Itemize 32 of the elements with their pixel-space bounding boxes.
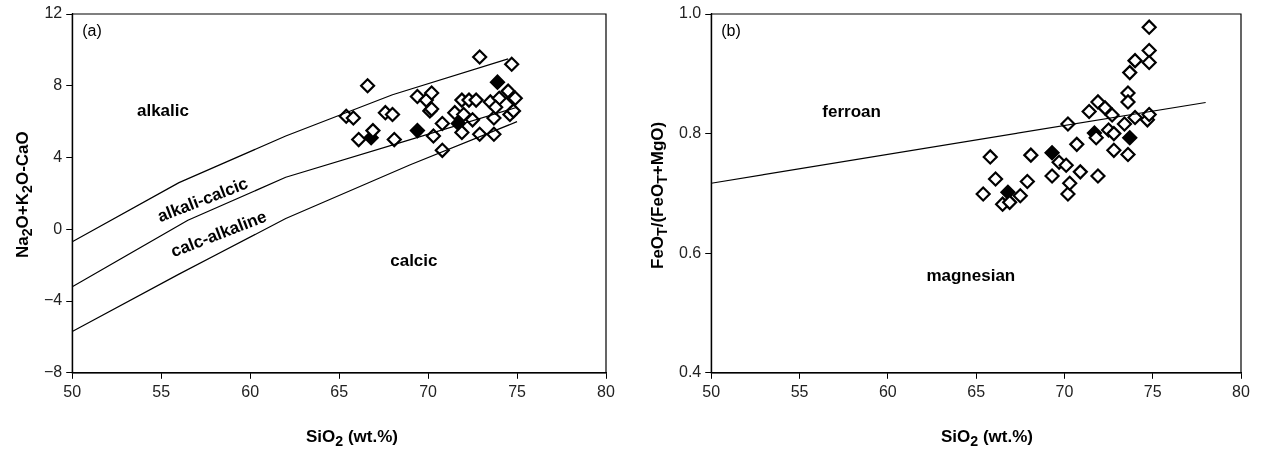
x-tick-label: 50	[63, 382, 82, 400]
x-tick-label: 80	[1232, 382, 1250, 400]
annotation: calcic	[390, 251, 438, 271]
x-axis-title: SiO$_{2}$ (wt.%)	[305, 427, 399, 450]
x-tick-label: 70	[1055, 382, 1074, 400]
x-tick-label: 55	[790, 382, 809, 400]
x-tick-label: 80	[597, 382, 615, 400]
annotation: alkalic	[136, 100, 189, 120]
x-tick-label: 75	[508, 382, 527, 400]
y-tick-label: 0.4	[678, 363, 702, 381]
x-tick-label: 50	[702, 382, 721, 400]
x-tick-label: 60	[878, 382, 897, 400]
annotation: magnesian	[926, 265, 1016, 285]
y-tick-label: 12	[44, 4, 63, 22]
x-tick-label: 70	[419, 382, 438, 400]
y-tick-label: 0.8	[678, 124, 702, 142]
y-tick-label: 0	[53, 219, 63, 237]
y-tick-label: −8	[43, 363, 63, 381]
y-tick-label: 0.6	[678, 243, 702, 261]
y-tick-label: 4	[53, 147, 63, 165]
x-tick-label: 65	[330, 382, 349, 400]
x-tick-label: 75	[1143, 382, 1162, 400]
x-axis-title: SiO$_{2}$ (wt.%)	[940, 427, 1034, 450]
y-tick-label: 8	[53, 76, 63, 94]
y-tick-label: 1.0	[678, 4, 702, 22]
annotation: ferroan	[822, 102, 881, 122]
text: (b)	[721, 22, 741, 40]
x-tick-label: 65	[967, 382, 986, 400]
text: (a)	[82, 22, 102, 40]
y-tick-label: −4	[43, 291, 63, 309]
x-tick-label: 60	[241, 382, 260, 400]
x-tick-label: 55	[152, 382, 171, 400]
